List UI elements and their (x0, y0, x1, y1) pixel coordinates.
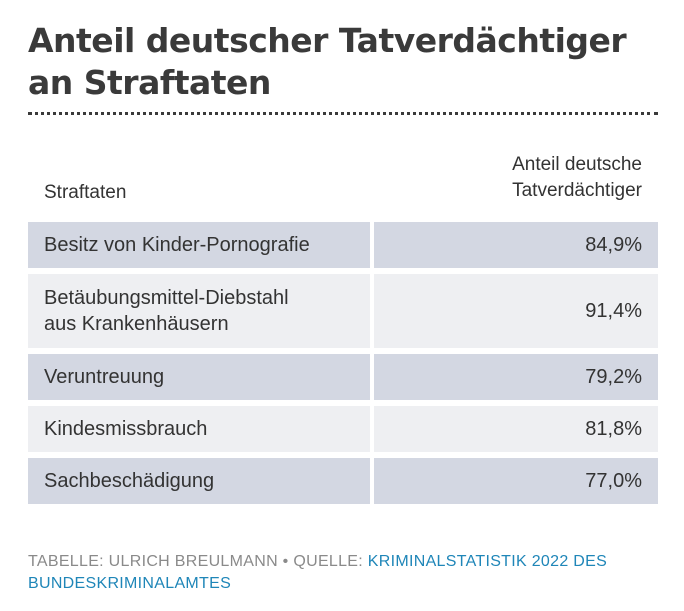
row-label-line: Kindesmissbrauch (44, 418, 208, 440)
column-header-straftaten: Straftaten (44, 182, 127, 203)
row-value: 91,4% (374, 274, 658, 348)
row-value: 84,9% (374, 222, 658, 268)
row-value: 77,0% (374, 458, 658, 504)
row-label-line: Besitz von Kinder-Pornografie (44, 234, 310, 256)
row-label-line: aus Krankenhäusern (44, 313, 229, 335)
source-footer: TABELLE: ULRICH BREULMANN • QUELLE: KRIM… (28, 551, 658, 595)
row-label-line: Sachbeschädigung (44, 470, 215, 492)
footer-credit: TABELLE: ULRICH BREULMANN (28, 553, 278, 570)
column-header-anteil: Anteil deutsche Tatverdächtiger (422, 152, 642, 204)
row-label: Besitz von Kinder-Pornografie (28, 222, 370, 268)
title-divider (28, 112, 658, 115)
table-row: Besitz von Kinder-Pornografie 84,9% (28, 222, 658, 268)
column-header-anteil-line-2: Tatverdächtiger (512, 180, 642, 201)
row-label-line: Veruntreuung (44, 366, 165, 388)
row-label-line: Betäubungsmittel-Diebstahl (44, 287, 289, 309)
table-header: Straftaten Anteil deutsche Tatverdächtig… (28, 148, 658, 216)
source-link[interactable]: KRIMINALSTATISTIK 2022 DES BUNDESKRIMINA… (28, 553, 608, 592)
table-row: Sachbeschädigung 77,0% (28, 458, 658, 504)
row-label: Sachbeschädigung (28, 458, 370, 504)
row-value: 79,2% (374, 354, 658, 400)
data-table: Straftaten Anteil deutsche Tatverdächtig… (28, 148, 658, 510)
table-row: Veruntreuung 79,2% (28, 354, 658, 400)
row-value: 81,8% (374, 406, 658, 452)
row-label: Betäubungsmittel-Diebstahl aus Krankenhä… (28, 274, 370, 348)
footer-source-label: QUELLE: (293, 553, 368, 570)
footer-separator: • (277, 553, 294, 570)
table-row: Kindesmissbrauch 81,8% (28, 406, 658, 452)
table-row: Betäubungsmittel-Diebstahl aus Krankenhä… (28, 274, 658, 348)
row-label: Veruntreuung (28, 354, 370, 400)
row-label: Kindesmissbrauch (28, 406, 370, 452)
column-header-anteil-line-1: Anteil deutsche (512, 154, 642, 175)
table-body: Besitz von Kinder-Pornografie 84,9% Betä… (28, 222, 658, 504)
chart-title: Anteil deutscher Tatverdächtiger an Stra… (28, 21, 627, 102)
